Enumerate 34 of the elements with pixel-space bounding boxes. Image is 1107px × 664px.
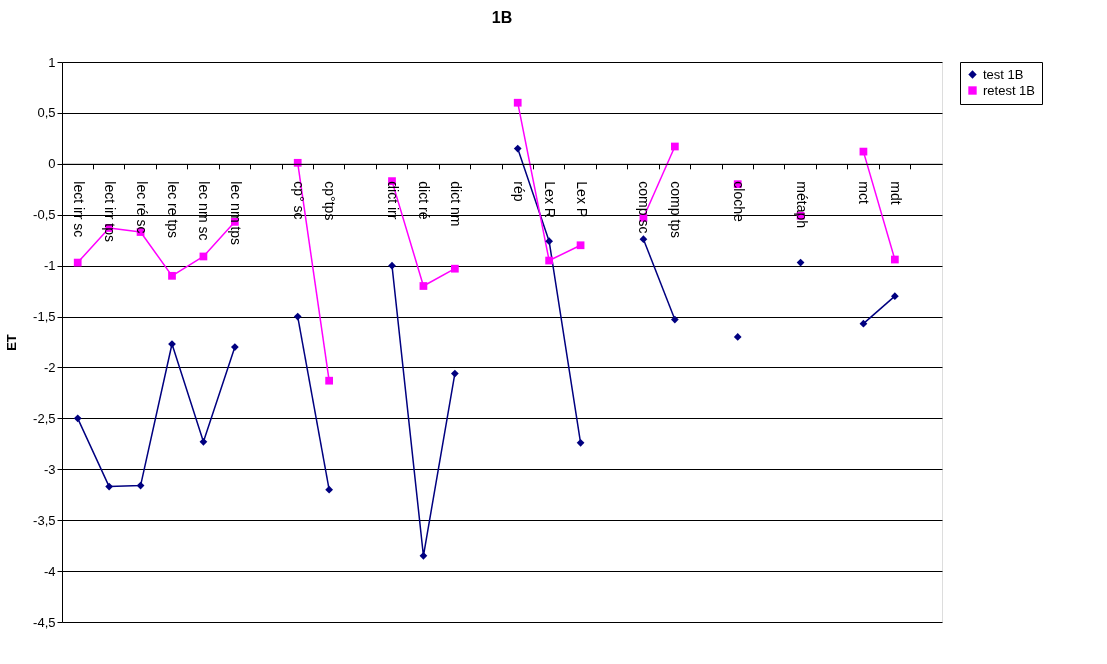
y-tick-label: -0,5 xyxy=(33,207,56,223)
x-tick-label: cloche xyxy=(730,181,747,222)
legend-label: retest 1B xyxy=(983,82,1036,98)
x-tick-label: métaph xyxy=(793,181,810,229)
y-tick-label: -1 xyxy=(43,258,56,274)
x-tick-label: lec re tps xyxy=(165,181,181,239)
x-tick-label: lec nm tps xyxy=(227,181,244,246)
y-tick-label: 1 xyxy=(48,54,56,70)
x-tick-label: cp°tps xyxy=(322,181,339,221)
x-tick-label: mdt xyxy=(887,181,904,205)
y-tick-label: -4 xyxy=(43,563,56,579)
y-tick-label: 0,5 xyxy=(37,105,56,121)
y-tick-label: -2 xyxy=(43,359,56,375)
y-tick-label: -1,5 xyxy=(33,309,56,325)
y-tick-label: -4,5 xyxy=(33,614,56,630)
y-tick-label: -3,5 xyxy=(33,512,56,528)
legend-label: test 1B xyxy=(983,66,1024,82)
y-axis-title: ET xyxy=(4,334,20,351)
x-tick-label: mct xyxy=(856,181,873,204)
x-tick-label: lec nm sc xyxy=(196,181,213,241)
y-tick-label: -2,5 xyxy=(33,410,56,426)
y-tick-label: 0 xyxy=(48,156,56,172)
x-tick-label: dict nm xyxy=(447,181,464,227)
x-tick-label: lect irr tps xyxy=(102,181,119,243)
point xyxy=(890,255,899,264)
x-tick-label: lect irr sc xyxy=(70,181,87,238)
x-tick-label: cp° sc xyxy=(290,181,307,220)
chart-title: 1B xyxy=(491,9,513,26)
x-tick-label: dict irr xyxy=(385,181,401,220)
x-tick-label: comp tps xyxy=(667,181,684,239)
x-tick-label: lec ré sc xyxy=(133,181,150,234)
x-tick-label: rép xyxy=(510,181,527,202)
x-tick-label: comp sc xyxy=(636,181,653,234)
y-tick-label: -3 xyxy=(43,461,56,477)
